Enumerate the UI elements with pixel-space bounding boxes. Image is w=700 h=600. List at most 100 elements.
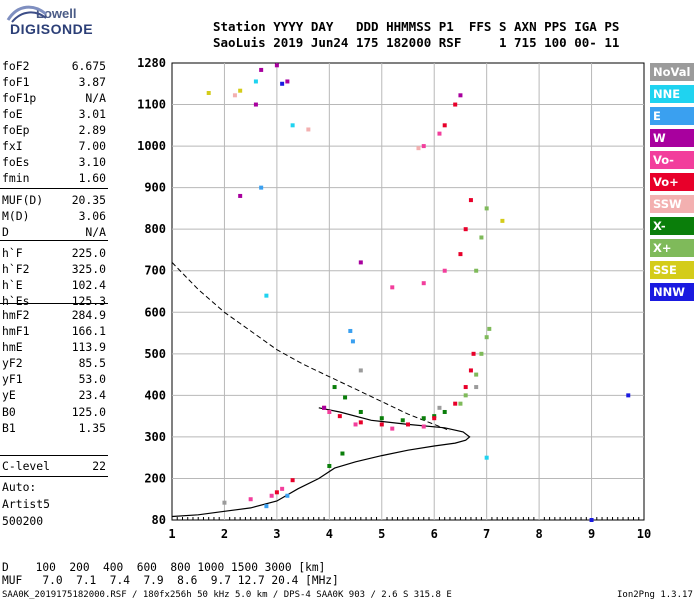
x-tick-label: 4 — [326, 527, 333, 541]
echo-point — [259, 185, 264, 190]
legend-item: E — [650, 107, 694, 125]
param-row: B0 125.0 — [2, 404, 162, 420]
param-name: fmin — [2, 171, 30, 185]
param-value: 3.10 — [78, 155, 106, 169]
echo-point — [432, 416, 437, 421]
echo-point — [343, 395, 348, 400]
echo-point — [285, 493, 290, 498]
param-value: 22 — [92, 459, 106, 473]
y-tick-label: 800 — [144, 222, 166, 236]
separator — [0, 240, 108, 241]
param-name: hmF1 — [2, 324, 30, 338]
echo-point — [479, 235, 484, 240]
version-label: Ion2Png 1.3.17 — [617, 590, 693, 600]
echo-point — [290, 123, 295, 128]
x-tick-label: 5 — [378, 527, 385, 541]
param-name: M(D) — [2, 209, 30, 223]
param-name: h`F2 — [2, 262, 30, 276]
echo-point — [484, 455, 489, 460]
param-row: h`F 225.0 — [2, 245, 162, 261]
param-value: 23.4 — [78, 388, 106, 402]
echo-point — [421, 416, 426, 421]
echo-point — [353, 422, 358, 427]
echo-point — [468, 198, 473, 203]
param-value: 125.0 — [71, 405, 106, 419]
echo-point — [458, 93, 463, 98]
param-value: 225.0 — [71, 246, 106, 260]
echo-point — [238, 193, 243, 198]
param-value: N/A — [85, 91, 106, 105]
param-value: 325.0 — [71, 262, 106, 276]
param-value: 102.4 — [71, 278, 106, 292]
echo-point — [306, 127, 311, 132]
param-row: yF1 53.0 — [2, 371, 162, 387]
echo-point — [437, 405, 442, 410]
echo-point — [479, 351, 484, 356]
param-value: 125.3 — [71, 294, 106, 308]
param-value: 284.9 — [71, 308, 106, 322]
autoscale-label: Auto: — [2, 480, 37, 494]
echo-point — [463, 393, 468, 398]
param-name: h`Es — [2, 294, 30, 308]
param-row: yF2 85.5 — [2, 355, 162, 371]
echo-point — [232, 93, 237, 98]
echo-point — [589, 518, 594, 522]
param-row: fmin 1.60 — [2, 170, 162, 186]
y-tick-label: 900 — [144, 181, 166, 195]
param-value: 53.0 — [78, 372, 106, 386]
echo-point — [269, 493, 274, 498]
plot-frame — [171, 62, 645, 521]
param-row: foEs 3.10 — [2, 154, 162, 170]
param-name: h`E — [2, 278, 23, 292]
echo-point — [327, 409, 332, 414]
param-row: foF1 3.87 — [2, 74, 162, 90]
param-row: B1 1.35 — [2, 420, 162, 436]
autoscale-artist: Artist5 — [2, 497, 51, 511]
param-name: B0 — [2, 405, 16, 419]
y-tick-label: 80 — [152, 513, 166, 527]
echo-point — [487, 326, 492, 331]
echo-point — [458, 401, 463, 406]
echo-point — [379, 416, 384, 421]
echo-point — [290, 478, 295, 483]
param-row: hmF2 284.9 — [2, 307, 162, 323]
echo-point — [222, 500, 227, 505]
separator — [0, 303, 108, 304]
logo-swoosh — [6, 5, 47, 23]
param-value: 85.5 — [78, 356, 106, 370]
x-tick-label: 7 — [483, 527, 490, 541]
echo-point — [442, 123, 447, 128]
echo-point — [437, 131, 442, 136]
y-tick-label: 600 — [144, 305, 166, 319]
y-tick-label: 200 — [144, 471, 166, 485]
param-value: 6.675 — [71, 59, 106, 73]
param-row: yE 23.4 — [2, 387, 162, 403]
distance-row: D 100 200 400 600 800 1000 1500 3000 [km… — [2, 561, 326, 574]
x-tick-label: 3 — [273, 527, 280, 541]
echo-point — [474, 385, 479, 390]
muf-row: MUF 7.0 7.1 7.4 7.9 8.6 9.7 12.7 20.4 [M… — [2, 574, 339, 587]
param-name: B1 — [2, 421, 16, 435]
legend-item: Vo- — [650, 151, 694, 169]
echo-point — [390, 285, 395, 290]
echo-point — [285, 79, 290, 84]
echo-point — [468, 368, 473, 373]
echo-point — [416, 146, 421, 151]
echo-point — [358, 368, 363, 373]
echo-point — [421, 144, 426, 149]
echo-point — [322, 405, 327, 410]
echo-point — [390, 426, 395, 431]
echo-point — [337, 414, 342, 419]
param-row: MUF(D) 20.35 — [2, 192, 162, 208]
electron-density-profile — [171, 407, 471, 518]
echo-point — [206, 91, 211, 96]
param-name: foEs — [2, 155, 30, 169]
echo-point — [626, 393, 631, 398]
echo-point — [358, 420, 363, 425]
legend-item: NNW — [650, 283, 694, 301]
echo-point — [474, 268, 479, 273]
param-name: MUF(D) — [2, 193, 44, 207]
param-row: h`Es 125.3 — [2, 293, 162, 309]
param-row: C-level 22 — [2, 458, 162, 474]
y-tick-label: 1280 — [137, 56, 166, 70]
